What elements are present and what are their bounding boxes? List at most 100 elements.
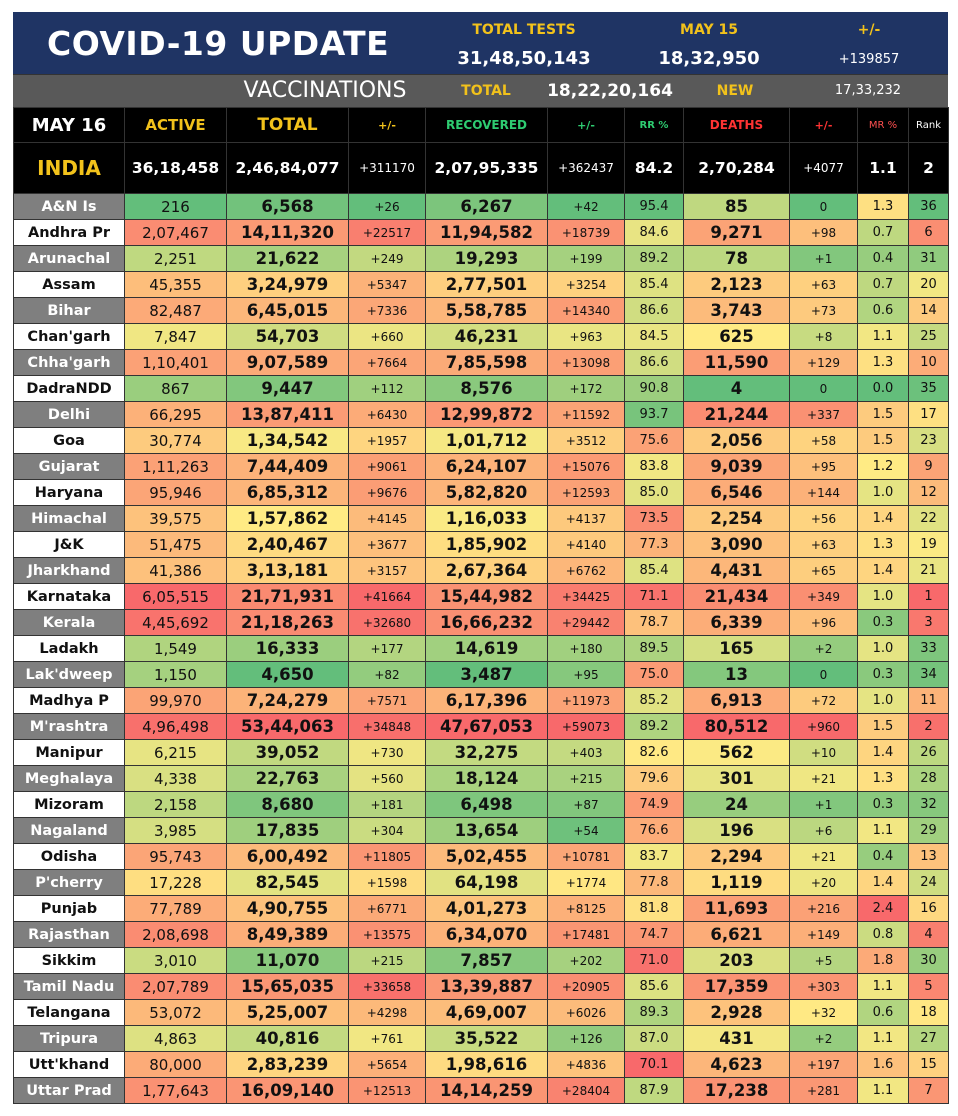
- cell-rank: 19: [908, 531, 949, 558]
- cell-rr: 75.0: [624, 661, 684, 688]
- cell-active: 99,970: [124, 687, 227, 714]
- cell-rank: 33: [908, 635, 949, 662]
- cell-recovered-change: +14340: [547, 297, 625, 324]
- cell-total: 5,25,007: [226, 999, 349, 1026]
- cell-recovered: 5,58,785: [425, 297, 548, 324]
- cell-rank: 18: [908, 999, 949, 1026]
- cell-deaths: 6,339: [683, 609, 790, 636]
- cell-rank: 14: [908, 297, 949, 324]
- cell-mr: 1.0: [857, 635, 909, 662]
- cell-active: 4,863: [124, 1025, 227, 1052]
- cell-active: 2,158: [124, 791, 227, 818]
- cell-active: 2,08,698: [124, 921, 227, 948]
- table-row: Andhra Pr 2,07,467 14,11,320 +22517 11,94,58…: [13, 219, 949, 246]
- cell-recovered: 14,619: [425, 635, 548, 662]
- cell-rank: 36: [908, 193, 949, 220]
- cell-deaths-change: +63: [789, 531, 858, 558]
- cell-recovered-change: +12593: [547, 479, 625, 506]
- cell-deaths: 21,434: [683, 583, 790, 610]
- cell-deaths-change: 0: [789, 661, 858, 688]
- cell-deaths-change: +2: [789, 635, 858, 662]
- cell-rr: 89.5: [624, 635, 684, 662]
- table-row: P'cherry 17,228 82,545 +1598 64,198 +1774 77.8…: [13, 869, 949, 896]
- cell-deaths: 9,271: [683, 219, 790, 246]
- cell-active: 17,228: [124, 869, 227, 896]
- cell-rank: 3: [908, 609, 949, 636]
- table-row: Ladakh 1,549 16,333 +177 14,619 +180 89.5 165 +2…: [13, 635, 949, 662]
- table-row: Arunachal 2,251 21,622 +249 19,293 +199 89.2 78…: [13, 245, 949, 272]
- cell-deaths-change: +1: [789, 791, 858, 818]
- cell-mr: 0.3: [857, 609, 909, 636]
- header-rr: RR %: [624, 107, 684, 143]
- cell-rank: 28: [908, 765, 949, 792]
- cell-recovered: 7,857: [425, 947, 548, 974]
- cell-total: 15,65,035: [226, 973, 349, 1000]
- cell-recovered: 7,85,598: [425, 349, 548, 376]
- cell-total: 9,07,589: [226, 349, 349, 376]
- cell-mr: 2.4: [857, 895, 909, 922]
- state-name: Lak'dweep: [13, 661, 125, 688]
- day-tests-label: MAY 15: [680, 22, 738, 38]
- cell-total-change: +13575: [348, 921, 426, 948]
- header-active: ACTIVE: [124, 107, 227, 143]
- cell-deaths: 165: [683, 635, 790, 662]
- cell-total-change: +181: [348, 791, 426, 818]
- table-row: M'rashtra 4,96,498 53,44,063 +34848 47,67,05…: [13, 713, 949, 740]
- cell-mr: 0.4: [857, 245, 909, 272]
- cell-deaths-change: +337: [789, 401, 858, 428]
- cell-total-change: +12513: [348, 1077, 426, 1104]
- cell-total: 4,90,755: [226, 895, 349, 922]
- table-row: Rajasthan 2,08,698 8,49,389 +13575 6,34,070 +…: [13, 921, 949, 948]
- cell-deaths: 2,294: [683, 843, 790, 870]
- cell-rank: 11: [908, 687, 949, 714]
- cell-rank: 22: [908, 505, 949, 532]
- table-row: Chan'garh 7,847 54,703 +660 46,231 +963 84.5 62…: [13, 323, 949, 350]
- cell-rr: 71.0: [624, 947, 684, 974]
- cell-rank: 30: [908, 947, 949, 974]
- cell-deaths: 4: [683, 375, 790, 402]
- cell-recovered: 35,522: [425, 1025, 548, 1052]
- state-name: Delhi: [13, 401, 125, 428]
- india-active: 36,18,458: [124, 142, 227, 194]
- title-banner: COVID-19 UPDATE TOTAL TESTS 31,48,50,143…: [13, 12, 948, 74]
- table-row: Utt'khand 80,000 2,83,239 +5654 1,98,616 +483…: [13, 1051, 949, 1078]
- cell-active: 51,475: [124, 531, 227, 558]
- cell-active: 45,355: [124, 271, 227, 298]
- cell-rank: 13: [908, 843, 949, 870]
- state-name: Ladakh: [13, 635, 125, 662]
- vaccinations-new-value: 17,33,232: [834, 83, 902, 98]
- cell-deaths-change: 0: [789, 193, 858, 220]
- cell-deaths-change: +8: [789, 323, 858, 350]
- state-name: Sikkim: [13, 947, 125, 974]
- cell-rr: 75.6: [624, 427, 684, 454]
- cell-active: 30,774: [124, 427, 227, 454]
- cell-total: 14,11,320: [226, 219, 349, 246]
- cell-recovered-change: +87: [547, 791, 625, 818]
- state-name: Assam: [13, 271, 125, 298]
- cell-recovered: 8,576: [425, 375, 548, 402]
- cell-rr: 74.9: [624, 791, 684, 818]
- vaccinations-bar: VACCINATIONS TOTAL 18,22,20,164 NEW 17,3…: [13, 74, 948, 107]
- cell-active: 95,743: [124, 843, 227, 870]
- table-row: Uttar Prad 1,77,643 16,09,140 +12513 14,14,2…: [13, 1077, 949, 1104]
- header-recovered: RECOVERED: [425, 107, 548, 143]
- table-row: Nagaland 3,985 17,835 +304 13,654 +54 76.6 196 +…: [13, 817, 949, 844]
- cell-total: 39,052: [226, 739, 349, 766]
- header-total-change: +/-: [348, 107, 426, 143]
- vaccinations-total-value: 18,22,20,164: [547, 81, 673, 101]
- cell-total-change: +6771: [348, 895, 426, 922]
- cell-active: 66,295: [124, 401, 227, 428]
- cell-rank: 20: [908, 271, 949, 298]
- cell-deaths-change: +303: [789, 973, 858, 1000]
- cell-total-change: +177: [348, 635, 426, 662]
- cell-rr: 74.7: [624, 921, 684, 948]
- cell-total-change: +4145: [348, 505, 426, 532]
- cell-total-change: +11805: [348, 843, 426, 870]
- cell-total-change: +26: [348, 193, 426, 220]
- cell-rr: 87.9: [624, 1077, 684, 1104]
- vaccinations-label: VACCINATIONS: [243, 78, 407, 103]
- cell-deaths-change: +32: [789, 999, 858, 1026]
- cell-total-change: +249: [348, 245, 426, 272]
- cell-deaths-change: +21: [789, 843, 858, 870]
- cell-recovered-change: +42: [547, 193, 625, 220]
